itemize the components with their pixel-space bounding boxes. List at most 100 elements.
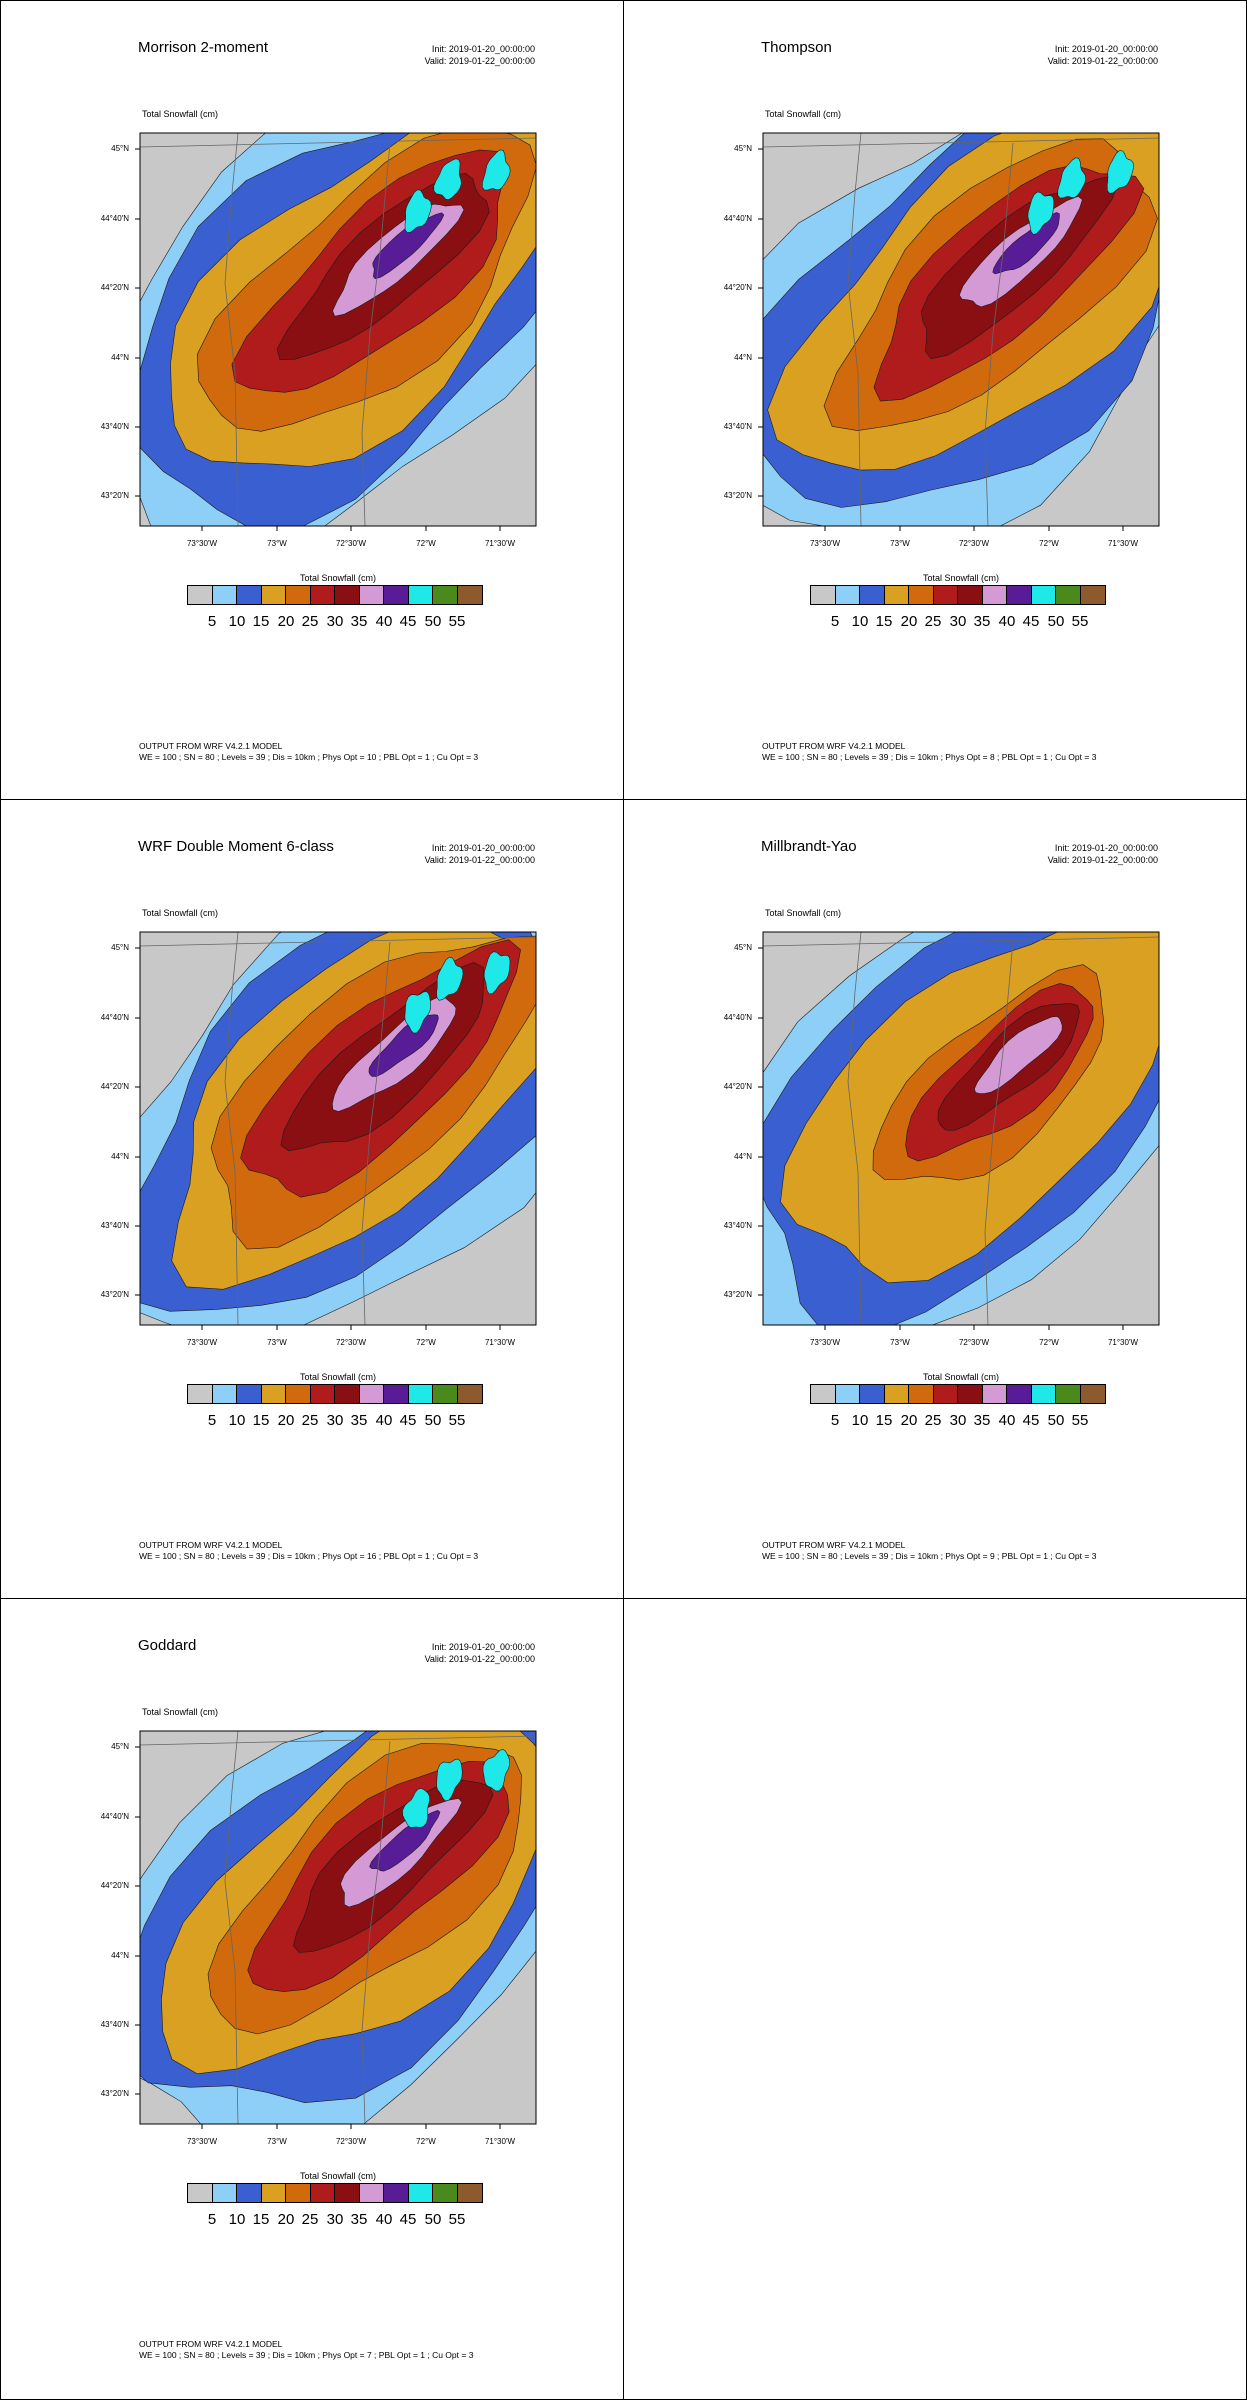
map-panel: Millbrandt-Yao Init: 2019-01-20_00:00:00 V… [623, 799, 1247, 1599]
colorbar-tick-label: 5 [207, 2211, 217, 2228]
lon-label: 73°W [267, 2137, 287, 2146]
init-time: Init: 2019-01-20_00:00:00 [431, 44, 535, 54]
colorbar-swatch [335, 2184, 360, 2202]
lon-label: 72°30'W [335, 2137, 367, 2146]
colorbar-swatch [860, 586, 885, 604]
lon-label: 71°30'W [484, 2137, 516, 2146]
colorbar-swatch [433, 586, 458, 604]
footer-line2: WE = 100 ; SN = 80 ; Levels = 39 ; Dis =… [139, 1551, 479, 1561]
state-border-ny-vt [224, 132, 239, 527]
panel-times: Init: 2019-01-20_00:00:00 Valid: 2019-01-… [425, 43, 535, 67]
colorbar-swatch [933, 586, 958, 604]
snowfall-contour-level [974, 1016, 1063, 1094]
lat-label: 44°N [734, 353, 752, 362]
lat-label: 44°40'N [100, 214, 129, 223]
lon-label: 72°W [416, 2137, 436, 2146]
state-border-ny-vt [224, 931, 239, 1326]
state-border-ny-vt [847, 931, 862, 1326]
colorbar-swatch [457, 586, 482, 604]
colorbar-swatch [188, 1385, 213, 1403]
state-border-vt-nh [984, 142, 1014, 527]
colorbar-tick-label: 55 [1071, 613, 1089, 630]
colorbar-tick-label: 30 [326, 613, 344, 630]
model-footer: OUTPUT FROM WRF V4.2.1 MODEL WE = 100 ; S… [139, 741, 478, 763]
colorbar-swatch [335, 1385, 360, 1403]
lon-label: 73°W [890, 539, 910, 548]
footer-line1: OUTPUT FROM WRF V4.2.1 MODEL [139, 741, 283, 751]
field-label: Total Snowfall (cm) [142, 1707, 219, 1717]
colorbar [187, 1384, 483, 1404]
footer-line2: WE = 100 ; SN = 80 ; Levels = 39 ; Dis =… [762, 752, 1097, 762]
colorbar-swatch [909, 1385, 934, 1403]
colorbar-swatch [212, 2184, 237, 2202]
colorbar-swatch [261, 1385, 286, 1403]
colorbar-tick-label: 40 [375, 1412, 393, 1429]
colorbar-swatch [384, 2184, 409, 2202]
lon-label: 73°W [890, 1338, 910, 1347]
colorbar-tick-label: 5 [207, 1412, 217, 1429]
field-label: Total Snowfall (cm) [142, 109, 219, 119]
colorbar-tick-label: 40 [375, 613, 393, 630]
colorbar-swatch [286, 1385, 311, 1403]
colorbar-tick-label: 5 [830, 1412, 840, 1429]
model-footer: OUTPUT FROM WRF V4.2.1 MODEL WE = 100 ; S… [139, 2339, 473, 2361]
colorbar-swatch [433, 2184, 458, 2202]
colorbar-title: Total Snowfall (cm) [922, 573, 1000, 583]
snowfall-peak-cell [404, 991, 432, 1034]
state-border-vt-nh [361, 142, 391, 527]
lat-label: 44°20'N [100, 283, 129, 292]
colorbar-tick-label: 40 [998, 1412, 1016, 1429]
colorbar-tick-label: 50 [424, 2211, 442, 2228]
colorbar-swatch [457, 2184, 482, 2202]
colorbar-tick-label: 35 [350, 1412, 368, 1429]
canada-border [139, 137, 537, 148]
lat-label: 44°N [111, 353, 129, 362]
lon-label: 72°W [1039, 539, 1059, 548]
snowfall-peak-cell [404, 189, 432, 234]
footer-line1: OUTPUT FROM WRF V4.2.1 MODEL [139, 2339, 283, 2349]
panel-title: Morrison 2-moment [138, 39, 269, 56]
lon-label: 73°30'W [809, 1338, 841, 1347]
snowfall-map [758, 931, 1160, 1330]
snowfall-peak-cell [433, 158, 462, 200]
model-footer: OUTPUT FROM WRF V4.2.1 MODEL WE = 100 ; S… [139, 1540, 478, 1562]
lat-label: 44°40'N [100, 1812, 129, 1821]
snowfall-peak-cell [1027, 191, 1055, 235]
colorbar-tick-label: 20 [900, 1412, 918, 1429]
field-label: Total Snowfall (cm) [142, 908, 219, 918]
init-time: Init: 2019-01-20_00:00:00 [1054, 843, 1158, 853]
footer-line2: WE = 100 ; SN = 80 ; Levels = 39 ; Dis =… [139, 2350, 474, 2360]
snowfall-contours [140, 133, 536, 526]
colorbar-swatch [1031, 586, 1056, 604]
colorbar-swatch [835, 586, 860, 604]
lon-label: 72°30'W [335, 1338, 367, 1347]
colorbar-swatch [1007, 586, 1032, 604]
colorbar-tick-label: 35 [350, 2211, 368, 2228]
map-panel: Thompson Init: 2019-01-20_00:00:00 Valid: … [623, 0, 1247, 800]
colorbar-swatch [1007, 1385, 1032, 1403]
empty-panel [623, 1598, 1247, 2400]
panel-title: Thompson [761, 39, 832, 56]
lon-label: 73°W [267, 1338, 287, 1347]
snowfall-peak-cell [436, 956, 464, 1001]
colorbar-tick-label: 20 [900, 613, 918, 630]
lat-label: 45°N [734, 144, 752, 153]
canada-border [762, 137, 1160, 148]
colorbar-tick-label: 50 [424, 613, 442, 630]
colorbar-tick-label: 5 [207, 613, 217, 630]
colorbar-swatch [188, 586, 213, 604]
colorbar-swatch [811, 1385, 836, 1403]
lon-label: 72°W [416, 539, 436, 548]
colorbar-tick-label: 25 [301, 1412, 319, 1429]
init-time: Init: 2019-01-20_00:00:00 [431, 843, 535, 853]
colorbar-tick-label: 25 [301, 2211, 319, 2228]
lat-label: 45°N [734, 943, 752, 952]
colorbar-swatch [359, 1385, 384, 1403]
init-time: Init: 2019-01-20_00:00:00 [1054, 44, 1158, 54]
colorbar-swatch [933, 1385, 958, 1403]
footer-line2: WE = 100 ; SN = 80 ; Levels = 39 ; Dis =… [762, 1551, 1097, 1561]
colorbar-title: Total Snowfall (cm) [922, 1372, 1000, 1382]
colorbar-tick-label: 55 [448, 2211, 466, 2228]
colorbar-tick-label: 10 [851, 1412, 869, 1429]
footer-line1: OUTPUT FROM WRF V4.2.1 MODEL [762, 741, 906, 751]
